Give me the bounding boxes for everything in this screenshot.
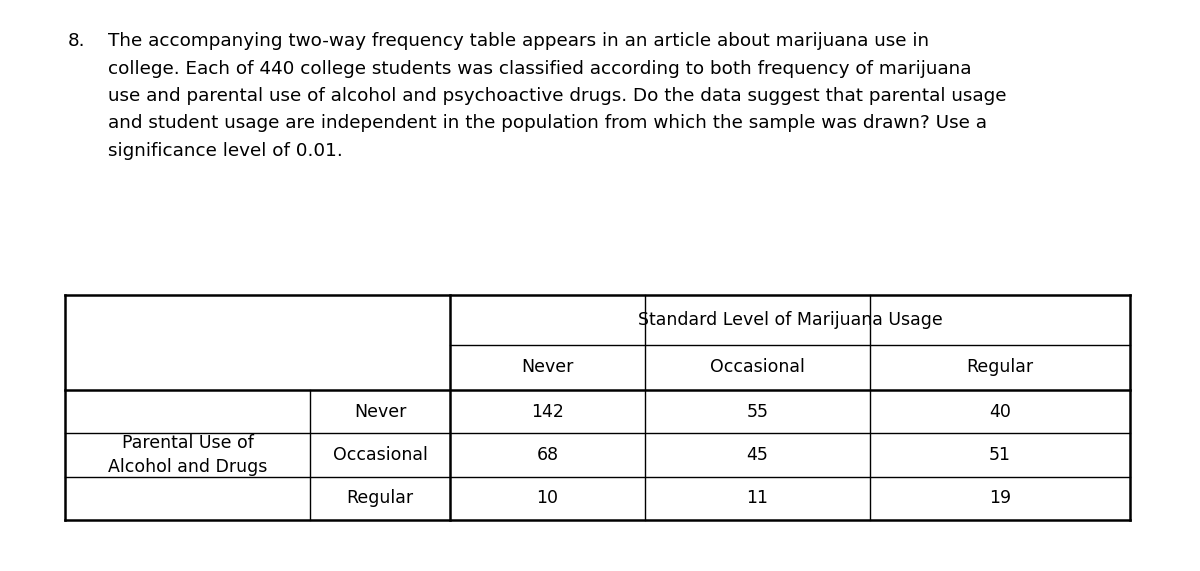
Text: college. Each of 440 college students was classified according to both frequency: college. Each of 440 college students wa… — [108, 59, 972, 78]
Text: 19: 19 — [989, 489, 1012, 507]
Text: 40: 40 — [989, 403, 1010, 421]
Text: significance level of 0.01.: significance level of 0.01. — [108, 142, 343, 160]
Text: 45: 45 — [746, 446, 768, 464]
Text: The accompanying two-way frequency table appears in an article about marijuana u: The accompanying two-way frequency table… — [108, 32, 929, 50]
Text: Regular: Regular — [347, 489, 414, 507]
Text: 51: 51 — [989, 446, 1010, 464]
Text: 11: 11 — [746, 489, 768, 507]
Text: Regular: Regular — [966, 359, 1033, 376]
Text: 142: 142 — [532, 403, 564, 421]
Text: Occasional: Occasional — [332, 446, 427, 464]
Text: Occasional: Occasional — [710, 359, 805, 376]
Text: 68: 68 — [536, 446, 558, 464]
Text: Parental Use of
Alcohol and Drugs: Parental Use of Alcohol and Drugs — [108, 433, 268, 477]
Text: Never: Never — [521, 359, 574, 376]
Text: 8.: 8. — [68, 32, 85, 50]
Text: use and parental use of alcohol and psychoactive drugs. Do the data suggest that: use and parental use of alcohol and psyc… — [108, 87, 1007, 105]
Text: 55: 55 — [746, 403, 768, 421]
Text: and student usage are independent in the population from which the sample was dr: and student usage are independent in the… — [108, 115, 986, 132]
Text: Standard Level of Marijuana Usage: Standard Level of Marijuana Usage — [637, 311, 942, 329]
Text: 10: 10 — [536, 489, 558, 507]
Text: Never: Never — [354, 403, 406, 421]
